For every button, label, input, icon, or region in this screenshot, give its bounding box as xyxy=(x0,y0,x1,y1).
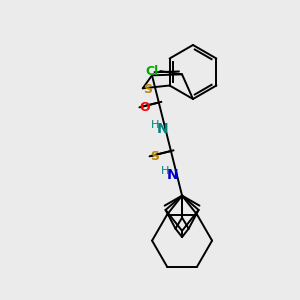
Text: S: S xyxy=(150,150,159,163)
Text: S: S xyxy=(143,83,152,96)
Text: N: N xyxy=(156,122,168,136)
Text: N: N xyxy=(167,168,178,182)
Text: O: O xyxy=(139,101,150,114)
Text: Cl: Cl xyxy=(145,64,158,78)
Text: H: H xyxy=(160,166,169,176)
Text: H: H xyxy=(151,120,159,130)
